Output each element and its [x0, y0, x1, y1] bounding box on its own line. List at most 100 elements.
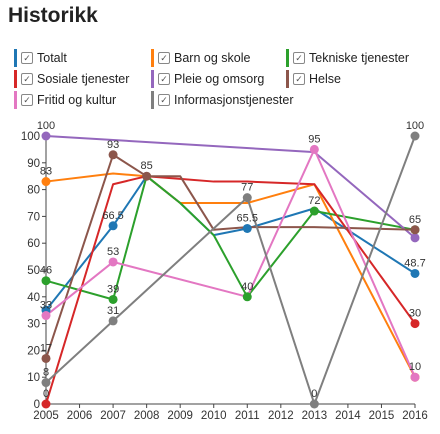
data-label: 46 [40, 265, 52, 277]
legend-item-helse[interactable]: ✓ Helse [286, 70, 341, 88]
y-tick-label: 100 [21, 131, 40, 143]
x-tick-label: 2016 [402, 410, 428, 422]
legend-label: Totalt [37, 51, 67, 65]
y-tick-label: 80 [27, 185, 40, 197]
data-point [108, 294, 118, 304]
x-tick-label: 2011 [235, 410, 260, 422]
legend-item-fritid-og-kultur[interactable]: ✓ Fritid og kultur [14, 91, 116, 109]
legend-color-bar [14, 91, 17, 109]
data-point [108, 221, 118, 231]
data-point [142, 171, 152, 181]
checkbox-icon[interactable]: ✓ [158, 73, 170, 85]
data-label: 31 [107, 305, 119, 317]
data-point [108, 150, 118, 160]
data-point [242, 193, 252, 203]
data-label: 72 [308, 195, 320, 207]
y-tick-label: 70 [27, 211, 40, 223]
legend-color-bar [14, 70, 17, 88]
y-tick-label: 50 [27, 265, 40, 277]
data-point [242, 223, 252, 233]
x-tick-label: 2008 [134, 410, 160, 422]
data-label: 85 [141, 160, 153, 172]
chart-title: Historikk [8, 4, 98, 27]
x-tick-label: 2006 [67, 410, 93, 422]
data-label: 65.5 [237, 212, 258, 224]
legend-item-pleie-og-omsorg[interactable]: ✓ Pleie og omsorg [151, 70, 264, 88]
legend-item-informasjonstjenester[interactable]: ✓ Informasjonstjenester [151, 91, 294, 109]
data-point [309, 144, 319, 154]
data-point [41, 378, 51, 388]
y-tick-label: 90 [27, 158, 40, 170]
checkbox-icon[interactable]: ✓ [158, 94, 170, 106]
data-point [410, 319, 420, 329]
data-point [309, 206, 319, 216]
legend-label: Barn og skole [174, 51, 251, 65]
legend-color-bar [151, 70, 154, 88]
checkbox-icon[interactable]: ✓ [158, 52, 170, 64]
x-tick-label: 2005 [33, 410, 59, 422]
data-point [410, 131, 420, 141]
series-line [45, 175, 416, 311]
data-label: 39 [107, 283, 119, 295]
legend-label: Tekniske tjenester [309, 51, 410, 65]
data-label: 48.7 [404, 257, 425, 269]
legend-color-bar [151, 49, 154, 67]
data-point [108, 316, 118, 326]
data-label: 33 [40, 300, 52, 312]
data-label: 66.5 [102, 210, 123, 222]
checkbox-icon[interactable]: ✓ [293, 73, 305, 85]
data-label: 10 [409, 361, 421, 373]
data-label: 100 [37, 120, 55, 132]
checkbox-icon[interactable]: ✓ [21, 94, 33, 106]
legend-item-tekniske-tjenester[interactable]: ✓ Tekniske tjenester [286, 49, 409, 67]
x-tick-label: 2013 [302, 410, 328, 422]
data-point [41, 399, 51, 409]
data-point [410, 372, 420, 382]
data-label: 100 [406, 120, 424, 132]
data-label: 95 [308, 133, 320, 145]
y-tick-label: 60 [27, 238, 40, 250]
data-point [41, 276, 51, 286]
x-tick-label: 2007 [100, 410, 126, 422]
legend-label: Informasjonstjenester [174, 93, 294, 107]
x-tick-label: 2012 [268, 410, 294, 422]
legend-label: Pleie og omsorg [174, 72, 265, 86]
series-line [45, 172, 416, 378]
y-tick-label: 20 [27, 345, 40, 357]
legend-item-sosiale-tjenester[interactable]: ✓ Sosiale tjenester [14, 70, 129, 88]
data-label: 0 [43, 388, 49, 400]
data-label: 83 [40, 166, 52, 178]
x-tick-label: 2010 [201, 410, 227, 422]
legend-color-bar [151, 91, 154, 109]
data-label: 40 [241, 281, 253, 293]
data-label: 53 [107, 246, 119, 258]
x-tick-label: 2015 [369, 410, 395, 422]
legend-item-totalt[interactable]: ✓ Totalt [14, 49, 67, 67]
series-line [45, 175, 416, 301]
data-point [108, 257, 118, 267]
series-line [45, 175, 416, 405]
data-point [41, 131, 51, 141]
x-tick-label: 2014 [335, 410, 361, 422]
checkbox-icon[interactable]: ✓ [21, 52, 33, 64]
data-label: 65 [409, 214, 421, 226]
data-label: 93 [107, 139, 119, 151]
legend-label: Fritid og kultur [37, 93, 117, 107]
data-point [41, 353, 51, 363]
data-point [41, 311, 51, 321]
data-point [410, 268, 420, 278]
data-label: 77 [241, 182, 253, 194]
checkbox-icon[interactable]: ✓ [21, 73, 33, 85]
data-point [410, 225, 420, 235]
data-label: 0 [311, 388, 317, 400]
data-label: 30 [409, 308, 421, 320]
data-label: 17 [40, 342, 52, 354]
legend-color-bar [14, 49, 17, 67]
checkbox-icon[interactable]: ✓ [293, 52, 305, 64]
data-label: 8 [43, 367, 49, 379]
y-tick-label: 10 [27, 372, 40, 384]
legend-item-barn-og-skole[interactable]: ✓ Barn og skole [151, 49, 250, 67]
data-point [309, 399, 319, 409]
data-point [242, 292, 252, 302]
